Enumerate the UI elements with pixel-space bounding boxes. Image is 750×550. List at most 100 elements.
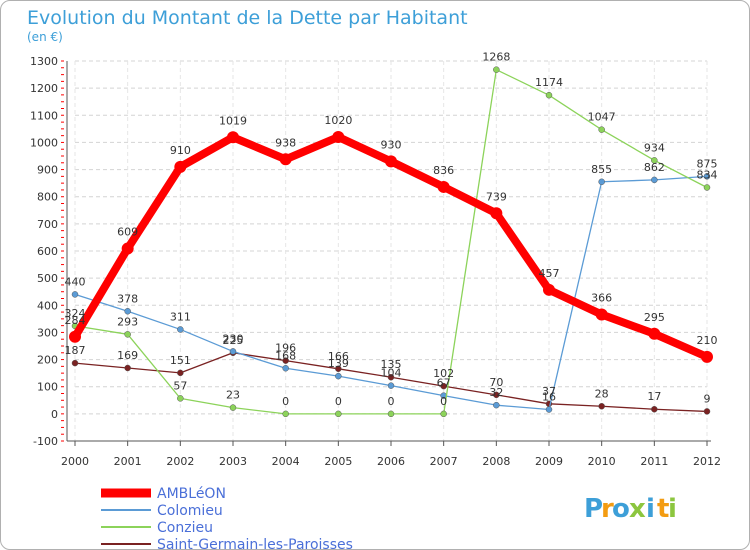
data-label: 166: [328, 350, 349, 363]
y-tick-label: 700: [37, 218, 58, 231]
data-label: 834: [697, 168, 718, 181]
data-point: [598, 126, 605, 133]
data-label: 862: [644, 161, 665, 174]
legend: AMBLéONColomieuConzieuSaint-Germain-les-…: [101, 486, 353, 549]
data-label: 169: [117, 349, 138, 362]
data-point: [279, 153, 292, 166]
y-tick-label: 0: [51, 408, 58, 421]
data-label: 135: [381, 358, 402, 371]
data-point: [229, 348, 237, 355]
x-tick-label: 2008: [482, 455, 510, 468]
legend-label: Saint-Germain-les-Paroisses: [157, 537, 353, 549]
data-point: [335, 365, 342, 373]
data-point: [545, 91, 553, 99]
data-point: [121, 242, 134, 255]
data-label: 295: [644, 311, 665, 324]
y-tick-label: 400: [37, 299, 58, 312]
data-point: [69, 330, 81, 343]
data-label: 440: [65, 275, 86, 288]
y-tick-label: 1300: [30, 55, 58, 68]
data-label: 910: [170, 144, 191, 157]
y-tick-label: -100: [33, 435, 58, 448]
data-label: 284: [65, 314, 86, 327]
data-point: [282, 357, 289, 364]
data-label: 139: [328, 357, 349, 370]
data-label: 151: [170, 354, 191, 367]
x-tick-label: 2007: [430, 455, 458, 468]
logo-letter: i: [668, 494, 677, 524]
data-label: 28: [595, 387, 609, 400]
data-point: [648, 327, 661, 340]
x-tick-label: 2006: [377, 455, 405, 468]
logo-letter: r: [601, 494, 614, 524]
x-tick-label: 2012: [693, 455, 721, 468]
data-label: 938: [275, 136, 296, 149]
data-label: 16: [542, 391, 556, 404]
logo-letter: P: [584, 494, 603, 524]
data-label: 311: [170, 310, 191, 323]
data-point: [440, 382, 447, 390]
data-label: 324: [65, 307, 86, 320]
data-label: 37: [542, 385, 556, 398]
y-tick-label: 1000: [30, 136, 58, 149]
y-tick-label: 800: [37, 191, 58, 204]
data-label: 378: [117, 292, 138, 305]
data-point: [493, 66, 500, 73]
data-label: 0: [282, 395, 289, 408]
data-point: [335, 410, 342, 418]
data-label: 1019: [219, 114, 247, 127]
series-saint-germain-les-paroisses: [71, 349, 711, 415]
data-label: 293: [117, 315, 138, 328]
data-labels: 187 169 151 225 196 166 135 102 70 37 28 17 9: [65, 334, 711, 406]
data-point: [703, 184, 711, 191]
data-label: 57: [173, 379, 187, 392]
data-point: [493, 391, 500, 399]
data-label: 70: [489, 376, 503, 389]
data-point: [71, 291, 79, 298]
data-label: 930: [381, 138, 402, 151]
series-ambl-on: [69, 131, 713, 363]
chart-title: Evolution du Montant de la Dette par Hab…: [27, 7, 468, 29]
y-tick-label: 500: [37, 272, 58, 285]
y-axis-markers: [61, 60, 64, 442]
data-label: 230: [223, 332, 244, 345]
data-point: [177, 395, 184, 402]
data-point: [177, 369, 184, 377]
data-label: 67: [437, 377, 451, 390]
data-label: 457: [539, 267, 560, 280]
x-tick-label: 2010: [588, 455, 616, 468]
data-label: 1047: [588, 111, 616, 124]
data-point: [493, 401, 500, 409]
data-label: 168: [275, 349, 296, 362]
data-label: 739: [486, 190, 507, 203]
data-label: 9: [704, 392, 711, 405]
y-tick-label: 100: [37, 381, 58, 394]
logo-letter: t: [657, 494, 669, 524]
data-point: [703, 408, 711, 415]
legend-label: AMBLéON: [157, 486, 226, 502]
data-point: [124, 364, 131, 372]
data-point: [282, 365, 289, 372]
data-point: [335, 372, 342, 380]
data-label: 609: [117, 226, 138, 239]
data-point: [387, 382, 395, 389]
y-tick-label: 1100: [30, 109, 58, 122]
data-label: 1020: [324, 114, 352, 127]
x-tick-label: 2003: [219, 455, 247, 468]
x-tick-label: 2009: [535, 455, 563, 468]
data-label: 934: [644, 141, 665, 154]
data-point: [387, 410, 395, 418]
logo-letter: o: [612, 494, 630, 524]
legend-label: Conzieu: [157, 520, 213, 536]
data-point: [124, 308, 131, 315]
data-label: 196: [275, 342, 296, 355]
data-label: 23: [226, 389, 240, 402]
x-tick-label: 2004: [272, 455, 300, 468]
data-point: [651, 405, 658, 413]
data-label: 0: [388, 395, 395, 408]
data-point: [701, 350, 713, 363]
x-tick-label: 2001: [114, 455, 142, 468]
